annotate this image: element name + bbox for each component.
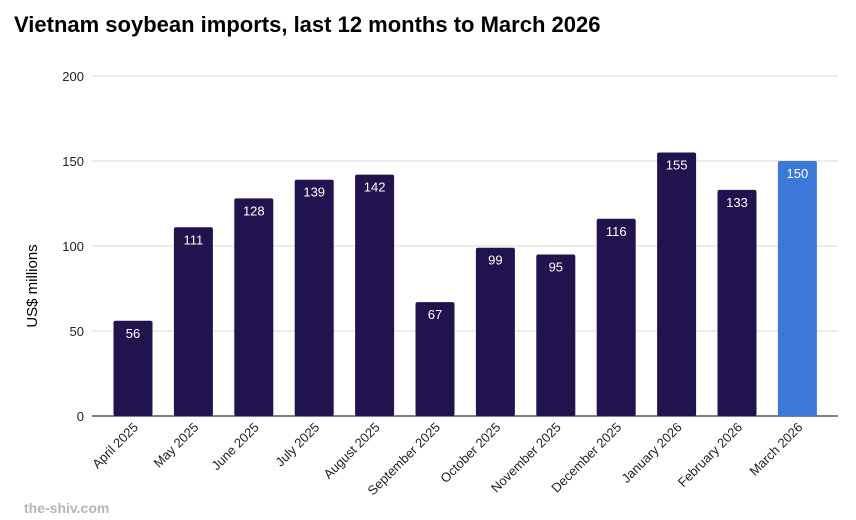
data-label: 56 bbox=[126, 326, 140, 341]
y-axis-label: US$ millions bbox=[24, 244, 41, 327]
bar bbox=[173, 227, 213, 416]
bar bbox=[294, 179, 334, 416]
data-label: 155 bbox=[666, 158, 688, 173]
x-tick-label: January 2026 bbox=[618, 420, 684, 486]
bar bbox=[475, 247, 515, 416]
bar bbox=[777, 161, 817, 416]
bar bbox=[717, 189, 757, 416]
x-tick-label: February 2026 bbox=[675, 420, 745, 490]
bar bbox=[536, 254, 576, 416]
bar bbox=[596, 218, 636, 416]
data-label: 67 bbox=[428, 307, 442, 322]
data-label: 116 bbox=[606, 224, 627, 239]
data-label: 150 bbox=[787, 166, 809, 181]
data-label: 111 bbox=[184, 232, 204, 247]
watermark: the-shiv.com bbox=[24, 500, 110, 516]
x-tick-label: June 2025 bbox=[208, 420, 262, 474]
data-label: 139 bbox=[303, 185, 325, 200]
y-tick-label: 50 bbox=[70, 324, 84, 339]
x-tick-label: May 2025 bbox=[151, 420, 202, 471]
data-label: 142 bbox=[364, 180, 386, 195]
bar bbox=[234, 198, 274, 416]
x-tick-label: March 2026 bbox=[746, 420, 805, 479]
y-tick-label: 100 bbox=[62, 239, 84, 254]
y-tick-label: 200 bbox=[62, 69, 84, 84]
y-tick-label: 0 bbox=[77, 409, 84, 424]
x-tick-label: July 2025 bbox=[272, 420, 322, 470]
bar bbox=[113, 320, 153, 416]
x-tick-label: August 2025 bbox=[320, 420, 382, 482]
x-tick-label: April 2025 bbox=[89, 420, 141, 472]
data-label: 95 bbox=[549, 260, 563, 275]
chart-title: Vietnam soybean imports, last 12 months … bbox=[14, 12, 601, 37]
bar bbox=[657, 152, 697, 416]
bar bbox=[415, 302, 455, 416]
data-label: 133 bbox=[726, 195, 748, 210]
data-label: 128 bbox=[243, 203, 265, 218]
x-tick-label: October 2025 bbox=[437, 420, 503, 486]
bar bbox=[355, 174, 395, 416]
y-tick-label: 150 bbox=[62, 154, 84, 169]
data-label: 99 bbox=[488, 253, 502, 268]
